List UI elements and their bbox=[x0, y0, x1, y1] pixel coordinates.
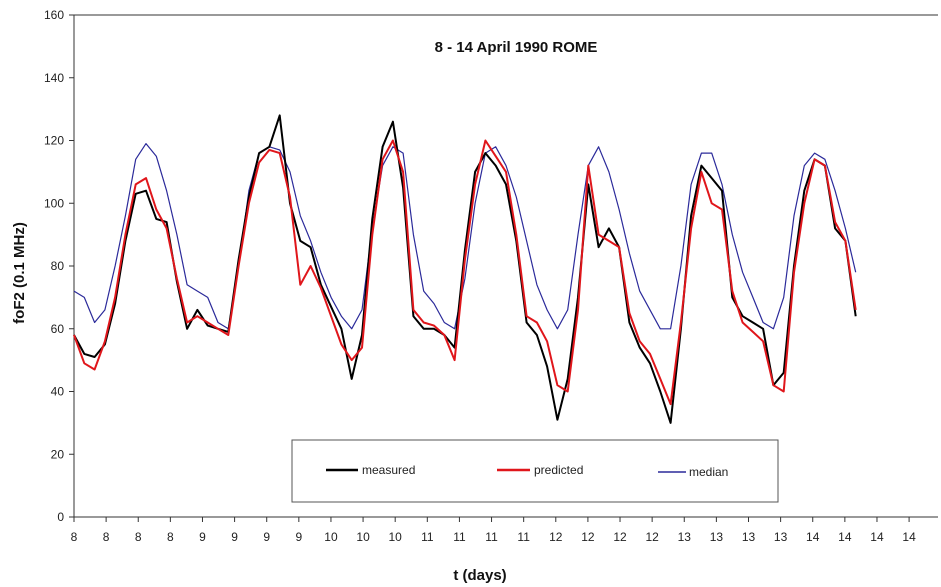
x-tick-label: 12 bbox=[581, 530, 595, 544]
y-tick-label: 100 bbox=[44, 196, 64, 210]
x-tick-label: 11 bbox=[485, 530, 498, 544]
x-tick-label: 8 bbox=[167, 530, 174, 544]
x-tick-label: 10 bbox=[356, 530, 370, 544]
y-tick-label: 140 bbox=[44, 71, 64, 85]
y-tick-label: 120 bbox=[44, 134, 64, 148]
y-tick-label: 80 bbox=[51, 259, 65, 273]
y-tick-label: 0 bbox=[57, 510, 64, 524]
x-tick-label: 8 bbox=[135, 530, 142, 544]
x-tick-label: 10 bbox=[389, 530, 403, 544]
x-tick-label: 14 bbox=[870, 530, 884, 544]
x-tick-label: 14 bbox=[902, 530, 916, 544]
y-tick-label: 60 bbox=[51, 322, 65, 336]
x-tick-label: 14 bbox=[838, 530, 852, 544]
x-tick-label: 10 bbox=[324, 530, 338, 544]
legend: measured predicted median bbox=[291, 439, 779, 503]
series-line-median bbox=[73, 143, 857, 330]
x-tick-label: 11 bbox=[453, 530, 466, 544]
x-tick-label: 14 bbox=[806, 530, 820, 544]
x-tick-label: 13 bbox=[710, 530, 724, 544]
legend-label-measured: measured bbox=[362, 463, 415, 477]
series-line-predicted bbox=[73, 139, 857, 406]
x-tick-label: 8 bbox=[71, 530, 78, 544]
legend-box bbox=[291, 439, 779, 503]
chart-title: 8 - 14 April 1990 ROME bbox=[435, 39, 598, 56]
x-tick-label: 8 bbox=[103, 530, 110, 544]
x-tick-label: 12 bbox=[613, 530, 627, 544]
x-tick-label: 13 bbox=[678, 530, 692, 544]
legend-label-predicted: predicted bbox=[534, 463, 583, 477]
y-tick-label: 160 bbox=[44, 8, 64, 22]
x-tick-label: 9 bbox=[295, 530, 302, 544]
y-axis-title: foF2 (0.1 MHz) bbox=[11, 222, 28, 324]
x-tick-label: 9 bbox=[231, 530, 238, 544]
x-tick-label: 13 bbox=[774, 530, 788, 544]
x-tick-label: 11 bbox=[421, 530, 434, 544]
x-tick-label: 13 bbox=[742, 530, 756, 544]
x-tick-label: 12 bbox=[645, 530, 659, 544]
x-tick-label: 11 bbox=[517, 530, 530, 544]
x-tick-label: 9 bbox=[199, 530, 206, 544]
x-tick-label: 12 bbox=[549, 530, 563, 544]
x-tick-label: 9 bbox=[263, 530, 270, 544]
legend-label-median: median bbox=[689, 465, 728, 479]
x-axis-title: t (days) bbox=[453, 567, 506, 584]
y-tick-label: 40 bbox=[51, 385, 65, 399]
y-tick-label: 20 bbox=[51, 447, 65, 461]
